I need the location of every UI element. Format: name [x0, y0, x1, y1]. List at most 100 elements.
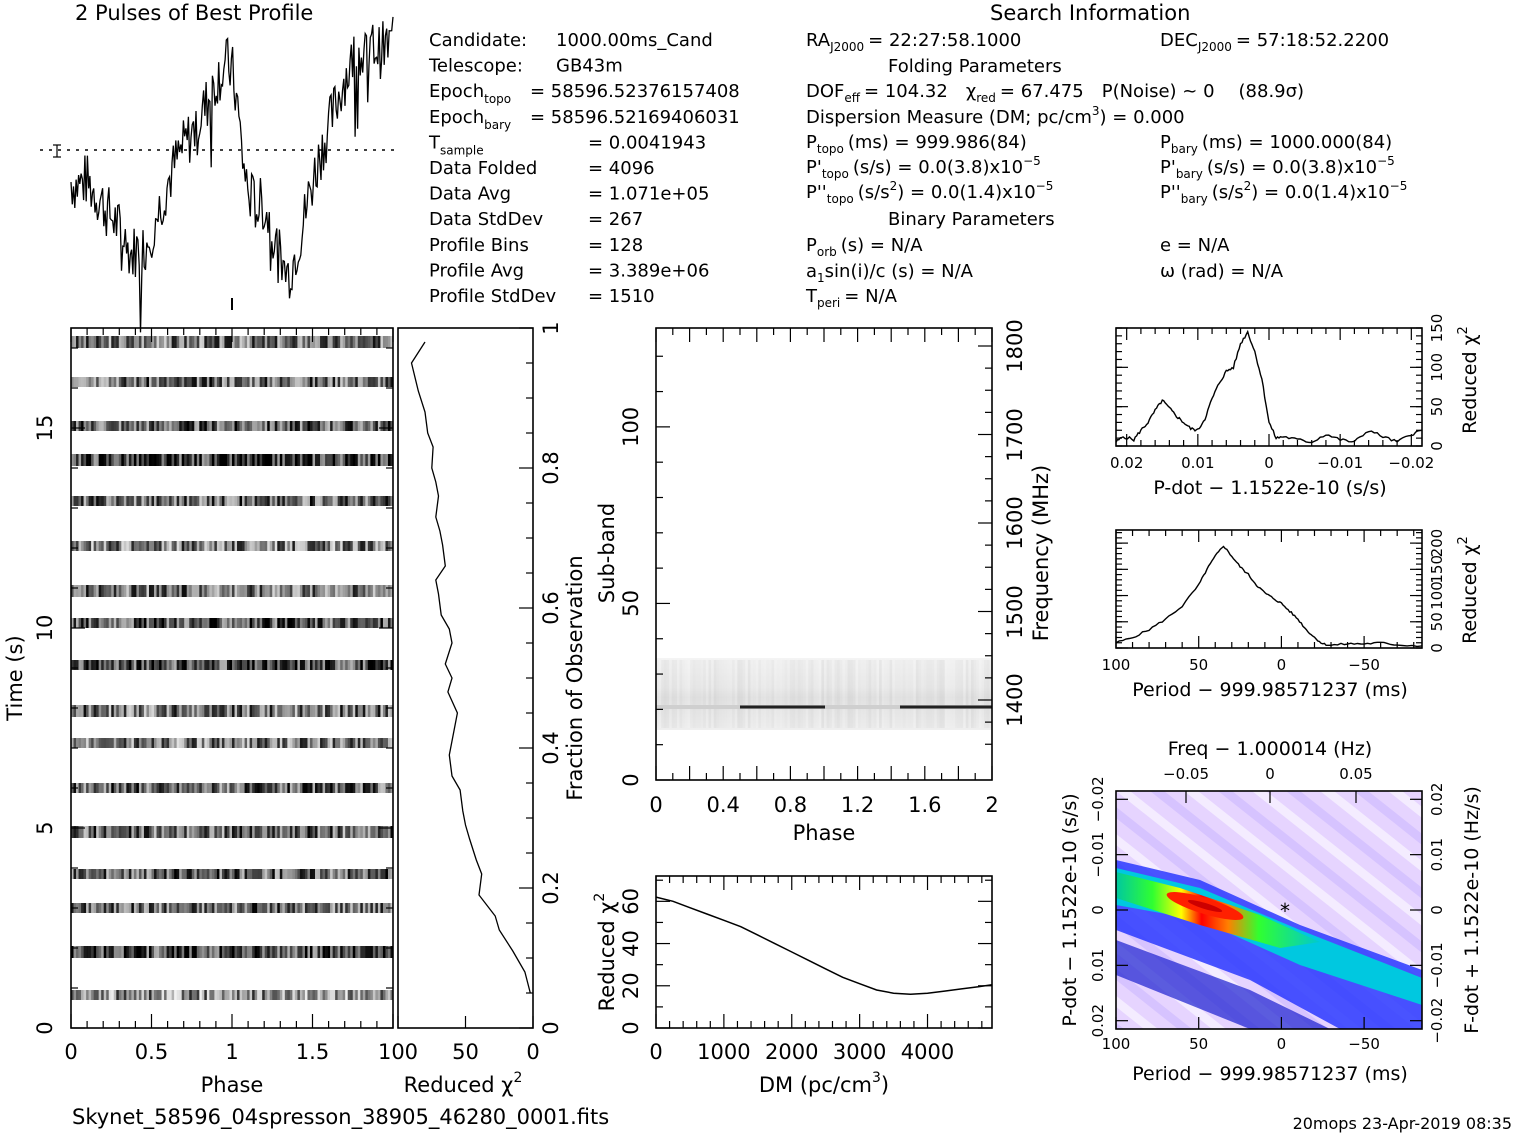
time-phase-cell: [184, 660, 188, 670]
time-phase-cell: [83, 421, 87, 431]
time-phase-cell: [332, 705, 336, 717]
time-phase-cell: [292, 496, 296, 506]
time-phase-cell: [232, 377, 235, 387]
time-phase-cell: [299, 946, 303, 958]
time-phase-cell: [113, 826, 117, 838]
time-phase-cell: [164, 738, 167, 748]
time-phase-cell: [78, 377, 82, 387]
time-phase-cell: [352, 421, 356, 431]
time-phase-cell: [229, 585, 233, 597]
time-phase-cell: [143, 738, 147, 748]
time-phase-cell: [247, 826, 250, 838]
time-phase-cell: [148, 618, 152, 628]
time-phase-cell: [118, 783, 122, 793]
time-phase-cell: [224, 869, 228, 879]
subband-ytick: 100: [619, 407, 643, 447]
subband-cell: [782, 660, 785, 728]
time-phase-cell: [282, 496, 286, 506]
time-phase-cell: [111, 618, 115, 628]
time-phase-cell: [312, 541, 316, 551]
time-phase-cell: [367, 738, 371, 748]
time-phase-cell: [357, 541, 361, 551]
time-phase-cell: [299, 705, 303, 717]
time-phase-cell: [337, 903, 341, 913]
time-phase-cell: [332, 496, 336, 506]
time-phase-cell: [307, 826, 311, 838]
time-phase-cell: [159, 496, 162, 506]
time-phase-cell: [181, 826, 185, 838]
time-phase-cell: [350, 946, 354, 958]
time-phase-cell: [204, 618, 208, 628]
time-phase-cell: [239, 738, 243, 748]
time-phase-cell: [322, 585, 326, 597]
time-phase-cell: [387, 421, 391, 431]
time-phase-cell: [262, 946, 266, 958]
time-phase-cell: [113, 454, 117, 466]
time-phase-cell: [131, 541, 135, 551]
time-phase-cell: [206, 336, 210, 348]
time-phase-cell: [164, 421, 167, 431]
time-phase-cell: [289, 336, 293, 348]
time-phase-cell: [259, 496, 263, 506]
time-phase-cell: [242, 946, 245, 958]
time-phase-cell: [143, 496, 147, 506]
time-phase-cell: [174, 903, 177, 913]
time-phase-cell: [287, 903, 291, 913]
time-phase-xtick: 0: [64, 1040, 77, 1064]
time-phase-cell: [206, 826, 210, 838]
time-phase-cell: [123, 660, 127, 670]
period-xtick: 50: [1189, 656, 1208, 674]
time-phase-cell: [307, 541, 311, 551]
time-phase-cell: [123, 783, 127, 793]
time-phase-cell: [93, 946, 97, 958]
time-phase-cell: [355, 903, 359, 913]
time-phase-cell: [121, 377, 125, 387]
time-phase-cell: [239, 783, 243, 793]
ppdot-stripe: [1286, 791, 1422, 899]
time-phase-cell: [108, 738, 112, 748]
time-phase-cell: [71, 336, 74, 348]
time-phase-cell: [164, 454, 167, 466]
time-phase-cell: [154, 336, 157, 348]
time-phase-cell: [360, 377, 364, 387]
time-phase-cell: [169, 421, 172, 431]
time-phase-cell: [330, 585, 333, 597]
time-phase-cell: [156, 705, 160, 717]
time-phase-cell: [322, 738, 326, 748]
time-phase-cell: [169, 377, 172, 387]
time-phase-cell: [146, 990, 150, 1000]
time-phase-cell: [312, 990, 316, 1000]
time-phase-cell: [315, 990, 318, 1000]
time-phase-cell: [262, 377, 266, 387]
time-phase-cell: [196, 705, 200, 717]
time-phase-cell: [199, 377, 203, 387]
time-phase-cell: [327, 738, 331, 748]
time-phase-cell: [362, 826, 366, 838]
time-phase-cell: [325, 990, 328, 1000]
time-phase-cell: [186, 738, 190, 748]
time-phase-cell: [317, 660, 321, 670]
time-phase-cell: [387, 738, 391, 748]
time-phase-cell: [106, 826, 110, 838]
time-phase-cell: [375, 618, 379, 628]
time-phase-cell: [123, 826, 127, 838]
time-phase-cell: [133, 903, 137, 913]
time-phase-cell: [123, 585, 127, 597]
time-phase-cell: [156, 946, 160, 958]
time-phase-cell: [113, 783, 117, 793]
time-phase-cell: [257, 903, 260, 913]
time-phase-cell: [204, 496, 208, 506]
time-phase-cell: [138, 454, 142, 466]
time-phase-cell: [221, 826, 225, 838]
time-phase-cell: [264, 869, 268, 879]
time-phase-cell: [239, 541, 243, 551]
time-phase-cell: [360, 826, 364, 838]
time-phase-cell: [78, 336, 82, 348]
time-phase-cell: [216, 738, 220, 748]
time-phase-cell: [81, 377, 84, 387]
time-phase-cell: [211, 869, 215, 879]
time-phase-cell: [164, 783, 167, 793]
time-phase-cell: [365, 783, 369, 793]
time-phase-cell: [143, 585, 147, 597]
time-phase-cell: [357, 585, 361, 597]
